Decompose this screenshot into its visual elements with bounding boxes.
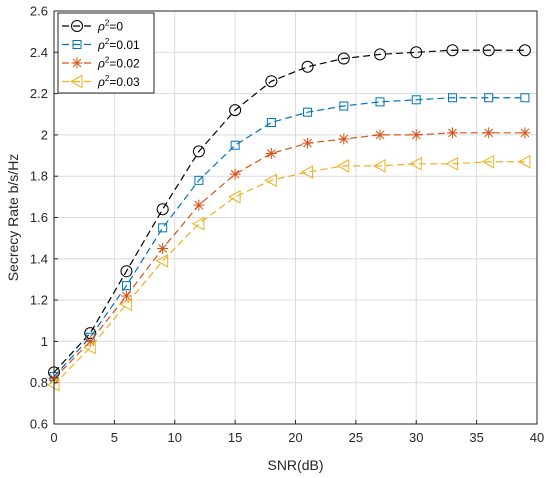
series-layer (46, 44, 531, 392)
y-tick-label: 1.8 (30, 169, 48, 184)
data-point (445, 156, 458, 171)
data-point (158, 223, 168, 233)
data-point (266, 118, 276, 128)
y-tick-label: 1.6 (30, 210, 48, 225)
y-tick-label: 2 (41, 127, 48, 142)
data-point (194, 175, 204, 185)
legend-entry: ρ2=0.03 (62, 74, 140, 89)
data-point (483, 127, 495, 139)
data-point (193, 199, 205, 211)
data-point (229, 104, 242, 117)
data-point (372, 159, 386, 173)
grid (53, 10, 538, 425)
data-point (482, 44, 495, 57)
x-tick-label: 20 (288, 430, 302, 445)
y-tick-label: 1.2 (30, 293, 48, 308)
legend-label: ρ2=0.03 (97, 74, 140, 89)
data-point (156, 203, 169, 216)
data-point (411, 95, 421, 105)
x-axis-label: SNR(dB) (267, 457, 323, 473)
data-point (228, 190, 241, 204)
legend-label: ρ2=0.01 (97, 37, 140, 52)
x-tick-label: 35 (469, 430, 483, 445)
data-point (264, 173, 277, 188)
data-point (265, 75, 278, 88)
legend-entry: ρ2=0.01 (62, 37, 140, 52)
data-point (338, 133, 350, 145)
legend-label: ρ2=0 (97, 19, 123, 34)
legend-label: ρ2=0.02 (97, 56, 140, 71)
data-point (447, 93, 457, 103)
x-tick-label: 40 (530, 430, 544, 445)
x-tick-label: 0 (50, 430, 57, 445)
data-point (300, 165, 314, 179)
x-tick-label: 5 (111, 430, 118, 445)
y-axis-label: Secrecy Rate b/s/Hz (5, 154, 21, 282)
legend-marker (71, 20, 83, 32)
data-point (120, 265, 133, 278)
data-point (302, 137, 314, 149)
y-tick-label: 2.4 (30, 45, 48, 60)
series-2 (49, 93, 530, 382)
data-point (520, 93, 530, 103)
series-4 (46, 154, 531, 392)
y-tick-label: 0.8 (30, 375, 48, 390)
data-point (410, 46, 423, 59)
legend-marker (72, 40, 82, 49)
series-3 (48, 127, 531, 385)
y-tick-label: 1.4 (30, 251, 48, 266)
data-point (484, 93, 494, 103)
data-point (336, 159, 350, 173)
data-point (519, 127, 531, 139)
data-point (303, 107, 313, 117)
data-point (230, 140, 240, 150)
legend-entry: ρ2=0.02 (62, 56, 140, 71)
legend: ρ2=0 ρ2=0.01 ρ2=0.02 ρ2=0.03 (57, 12, 155, 94)
legend-marker (69, 74, 83, 89)
data-point (155, 254, 169, 268)
data-point (481, 154, 495, 169)
data-point (121, 281, 131, 291)
axis-ticks: 0 5 10 15 20 25 30 35 40 0.6 0.8 1 1.2 1.4 1.6 1.8 2 2.2 2… (30, 4, 544, 446)
y-tick-label: 2.6 (30, 4, 48, 19)
x-tick-label: 25 (349, 430, 363, 445)
y-tick-label: 0.6 (30, 417, 48, 432)
legend-marker (71, 57, 83, 69)
data-point (517, 154, 531, 169)
data-point (119, 297, 132, 312)
series-line (53, 49, 525, 373)
data-point (409, 156, 422, 171)
data-point (446, 127, 458, 139)
data-point (120, 290, 132, 302)
data-point (374, 48, 387, 61)
y-tick-label: 2.2 (30, 86, 48, 101)
data-point (301, 60, 314, 73)
data-point (374, 129, 386, 141)
data-point (157, 242, 169, 254)
data-point (191, 216, 205, 231)
y-tick-label: 1 (41, 334, 48, 349)
data-point (339, 101, 349, 111)
data-point (84, 335, 96, 347)
series-1 (48, 44, 531, 379)
data-point (83, 340, 96, 355)
data-point (375, 97, 385, 107)
series-line (53, 97, 525, 377)
series-line (53, 132, 525, 379)
data-point (265, 147, 277, 159)
x-tick-label: 30 (409, 430, 423, 445)
x-tick-label: 15 (228, 430, 242, 445)
legend-entry: ρ2=0 (62, 19, 123, 34)
data-point (410, 129, 422, 141)
data-point (446, 44, 459, 57)
data-point (192, 145, 205, 158)
data-point (229, 168, 241, 180)
x-tick-label: 10 (168, 430, 182, 445)
data-point (337, 52, 350, 65)
data-point (518, 44, 531, 57)
